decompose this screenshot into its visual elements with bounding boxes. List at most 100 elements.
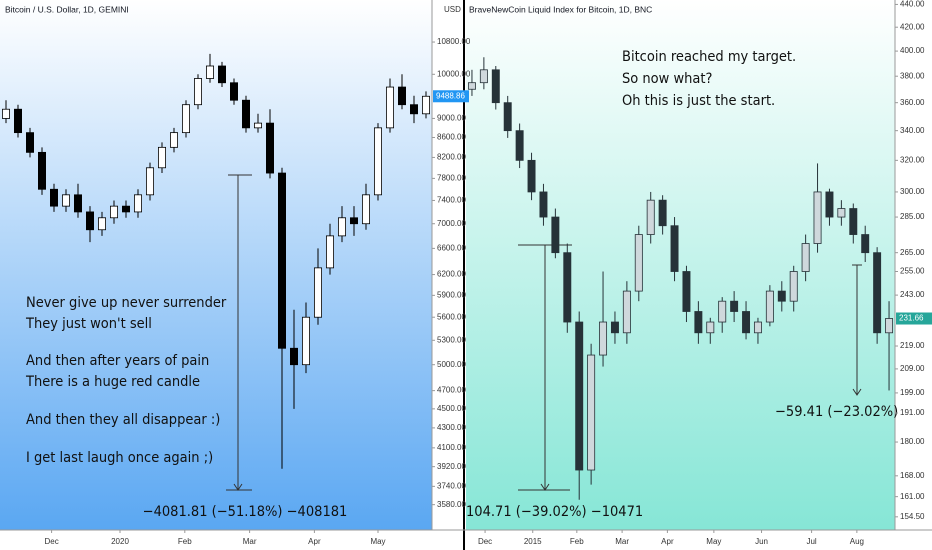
- y-tick-label: 8600.00: [437, 133, 466, 142]
- x-tick-label: Apr: [661, 537, 674, 546]
- y-tick-label: 3580.00: [437, 500, 466, 509]
- y-tick-label: 4100.00: [437, 443, 466, 452]
- candle-body: [397, 86, 406, 106]
- candle-body: [742, 311, 751, 334]
- y-tick-label: 9000.00: [437, 114, 466, 123]
- x-tick-label: Dec: [44, 537, 58, 546]
- candle-body: [825, 191, 834, 218]
- y-tick-label: 3920.00: [437, 462, 466, 471]
- measurement-label: −4081.81 (−51.18%) −408181: [143, 504, 348, 520]
- x-tick-label: May: [370, 537, 385, 546]
- y-tick-label: 320.00: [900, 155, 925, 164]
- candle-body: [205, 65, 214, 79]
- measure-left: [226, 174, 252, 491]
- candle-body: [74, 194, 83, 213]
- candle-body: [50, 188, 59, 207]
- x-tick-label: Mar: [615, 537, 629, 546]
- candle-body: [229, 82, 238, 101]
- y-tick-label: 7400.00: [437, 196, 466, 205]
- candle-body: [313, 267, 322, 318]
- candle-body: [873, 252, 882, 334]
- candle-body: [133, 194, 142, 213]
- annotation: Never give up never surrender: [26, 295, 227, 311]
- annotation: So now what?: [622, 71, 713, 87]
- annotation: And then they all disappear :): [26, 412, 220, 428]
- right-plot-bg: [466, 0, 895, 530]
- candle-body: [670, 225, 679, 272]
- annotation: They just won't sell: [25, 316, 152, 332]
- y-tick-label: 5300.00: [437, 335, 466, 344]
- y-tick-label: 4700.00: [437, 386, 466, 395]
- candle-body: [491, 69, 500, 104]
- candle-body: [646, 199, 655, 235]
- candle-body: [765, 290, 774, 323]
- candle-body: [157, 146, 166, 169]
- y-tick-label: 10800.00: [437, 37, 471, 46]
- y-tick-label: 219.00: [900, 341, 925, 350]
- y-tick-label: 191.00: [900, 408, 925, 417]
- chart-title: BraveNewCoin Liquid Index for Bitcoin, 1…: [469, 4, 652, 14]
- candle-body: [385, 86, 394, 129]
- candle-body: [885, 318, 894, 334]
- candle-body: [479, 69, 488, 84]
- candle-body: [337, 217, 346, 237]
- candle-body: [62, 194, 71, 207]
- y-tick-label: 360.00: [900, 98, 925, 107]
- x-tick-label: Feb: [570, 537, 584, 546]
- candle-body: [277, 172, 286, 349]
- candle-body: [730, 300, 739, 312]
- y-tick-label: 340.00: [900, 126, 925, 135]
- candle-body: [539, 191, 548, 218]
- candle-body: [25, 132, 34, 153]
- x-tick-label: May: [706, 537, 721, 546]
- candle-body: [2, 108, 10, 119]
- candle-body: [789, 271, 798, 302]
- measurement-label: 104.71 (−39.02%) −10471: [466, 504, 643, 520]
- left-plot-bg: [0, 0, 432, 530]
- candle-body: [373, 127, 382, 196]
- candle-body: [98, 217, 107, 231]
- annotation: Bitcoin reached my target.: [622, 49, 796, 65]
- price-tag-label: 9488.86: [436, 91, 465, 100]
- candle-body: [622, 290, 631, 334]
- x-tick-label: Jun: [755, 537, 768, 546]
- candle-body: [515, 130, 524, 161]
- x-tick-label: Jul: [806, 537, 816, 546]
- x-tick-label: Mar: [243, 537, 257, 546]
- annotation: I get last laugh once again ;): [26, 450, 213, 466]
- candle-body: [706, 321, 715, 334]
- y-tick-label: 300.00: [900, 187, 925, 196]
- annotation: There is a huge red candle: [25, 374, 200, 390]
- x-tick-label: Feb: [178, 537, 192, 546]
- x-tick-label: 2015: [524, 537, 542, 546]
- x-tick-label: Dec: [478, 537, 492, 546]
- y-tick-label: 8200.00: [437, 153, 466, 162]
- candle-body: [813, 191, 822, 244]
- candle-body: [777, 290, 786, 302]
- annotation: Oh this is just the start.: [622, 93, 775, 109]
- candle-body: [110, 205, 119, 219]
- chart-title: Bitcoin / U.S. Dollar, 1D, GEMINI: [5, 4, 129, 14]
- candle-body: [587, 354, 596, 471]
- x-tick-label: Apr: [308, 537, 321, 546]
- y-tick-label: 7800.00: [437, 173, 466, 182]
- y-tick-label: 168.00: [900, 471, 925, 480]
- candle-body: [527, 159, 536, 193]
- measure-right: [518, 244, 572, 491]
- y-tick-label: 243.00: [900, 290, 925, 299]
- candle-body: [694, 311, 703, 334]
- x-tick-label: 2020: [111, 537, 129, 546]
- candle-body: [801, 243, 810, 272]
- candle-body: [86, 211, 95, 231]
- y-tick-label: 10000.00: [437, 69, 471, 78]
- y-tick-label: 265.00: [900, 248, 925, 257]
- candle-body: [563, 252, 572, 323]
- y-tick-label: 180.00: [900, 437, 925, 446]
- candle-body: [849, 208, 858, 235]
- y-tick-label: 7000.00: [437, 219, 466, 228]
- y-tick-label: 440.00: [900, 0, 925, 9]
- candle-body: [753, 321, 762, 334]
- y-tick-label: 199.00: [900, 388, 925, 397]
- candle-body: [551, 216, 560, 254]
